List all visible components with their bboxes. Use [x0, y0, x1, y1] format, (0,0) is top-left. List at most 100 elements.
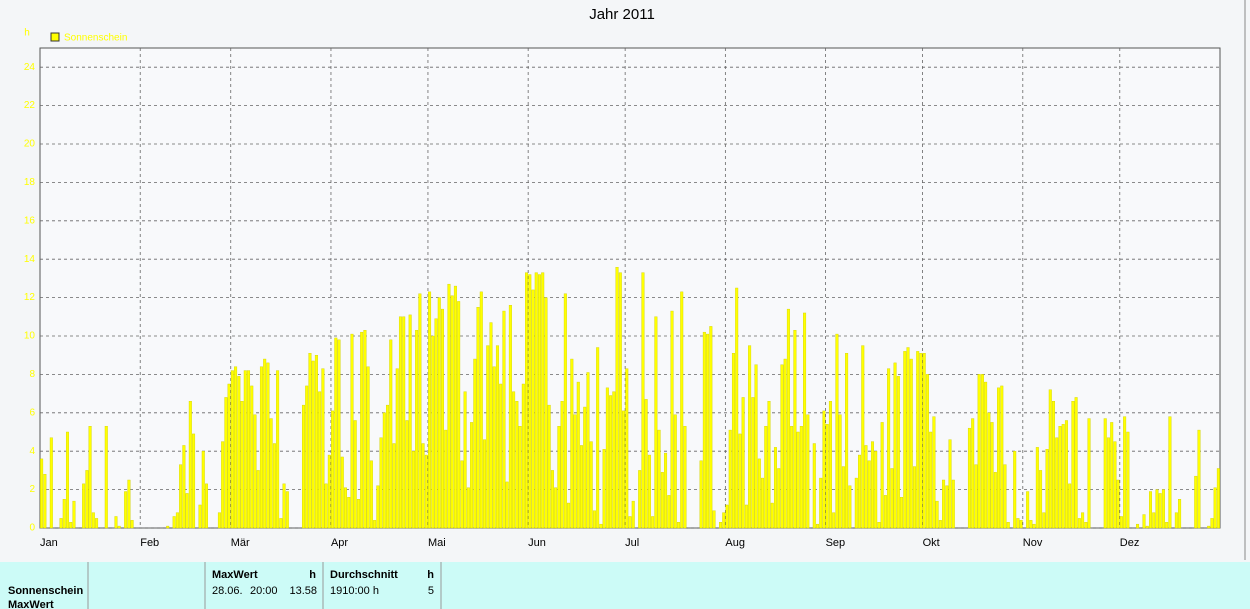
bar [470, 422, 474, 529]
bar [398, 316, 402, 529]
bar [670, 310, 674, 529]
bar [521, 383, 525, 529]
bar [722, 512, 726, 529]
x-tick-label: Jun [528, 537, 546, 549]
bar [647, 454, 651, 529]
bar [59, 518, 63, 529]
bar [680, 291, 684, 529]
bar [350, 333, 354, 529]
bar [256, 470, 260, 529]
bar [1042, 512, 1046, 529]
bar [453, 285, 457, 529]
bar [279, 518, 283, 529]
bar [1123, 416, 1127, 529]
bar [906, 347, 910, 529]
x-tick-label: Feb [140, 537, 159, 549]
y-tick-label: 6 [29, 407, 35, 418]
bar [182, 445, 186, 529]
bar [854, 477, 858, 529]
bar [880, 422, 884, 529]
bar [431, 335, 435, 529]
bar [761, 477, 765, 529]
bar [91, 512, 95, 529]
bar [340, 456, 344, 529]
bar [773, 447, 777, 529]
bar [609, 395, 613, 529]
bar [483, 439, 487, 529]
bar [192, 433, 196, 529]
bar [1197, 429, 1201, 529]
bar [272, 443, 276, 529]
bar [628, 516, 632, 529]
bar [1152, 512, 1156, 529]
bar [382, 412, 386, 529]
bar [243, 370, 247, 529]
bar [1194, 475, 1198, 529]
bar [1106, 437, 1110, 529]
bar [1174, 512, 1178, 529]
bar [356, 499, 360, 529]
bar [185, 493, 189, 529]
bar [612, 391, 616, 529]
bar [1168, 416, 1172, 529]
max-value: 13.58 [289, 585, 317, 597]
bar [1055, 437, 1059, 529]
bar [1110, 422, 1114, 529]
y-tick-label: 22 [24, 100, 36, 111]
bar [735, 287, 739, 529]
bar [1213, 487, 1217, 529]
bar [706, 333, 710, 529]
bar [531, 289, 535, 529]
bar [253, 414, 257, 529]
bar [282, 483, 286, 529]
bar [948, 439, 952, 529]
bar [1081, 512, 1085, 529]
bar [580, 445, 583, 529]
bar [754, 364, 758, 529]
bar [971, 418, 975, 529]
bar [890, 468, 894, 529]
bar [786, 308, 790, 529]
bar [1000, 385, 1004, 529]
bar [314, 355, 318, 529]
bar [997, 387, 1001, 529]
bar [570, 358, 574, 529]
bar [563, 293, 567, 529]
bar [731, 353, 735, 529]
bar [221, 441, 225, 529]
bar [812, 443, 816, 529]
bar [916, 351, 920, 529]
bar [327, 454, 331, 529]
bar [599, 523, 603, 529]
x-tick-label: Okt [923, 537, 940, 549]
bar [379, 437, 383, 529]
bar [618, 272, 622, 529]
y-unit: h [24, 28, 30, 39]
bar [583, 406, 587, 529]
bar [40, 458, 44, 529]
bar [896, 376, 900, 529]
bar [783, 358, 787, 529]
bar [967, 427, 971, 529]
y-tick-label: 24 [24, 62, 36, 73]
bar [935, 500, 939, 529]
bar [1178, 499, 1182, 529]
bar [502, 310, 506, 529]
y-tick-label: 10 [24, 331, 36, 342]
bar [104, 426, 108, 529]
bar [285, 491, 289, 529]
bar [479, 291, 483, 529]
row-label: Sonnenschein [8, 585, 83, 597]
bar [1006, 522, 1010, 529]
bar [709, 326, 713, 529]
bar [166, 525, 170, 529]
bar [1148, 491, 1152, 529]
unit: h [427, 569, 434, 581]
bar [188, 401, 192, 529]
bar [247, 370, 251, 529]
bar [386, 404, 390, 529]
bar [741, 397, 745, 529]
bar [744, 504, 748, 529]
bar [835, 333, 839, 529]
bar [547, 404, 551, 529]
